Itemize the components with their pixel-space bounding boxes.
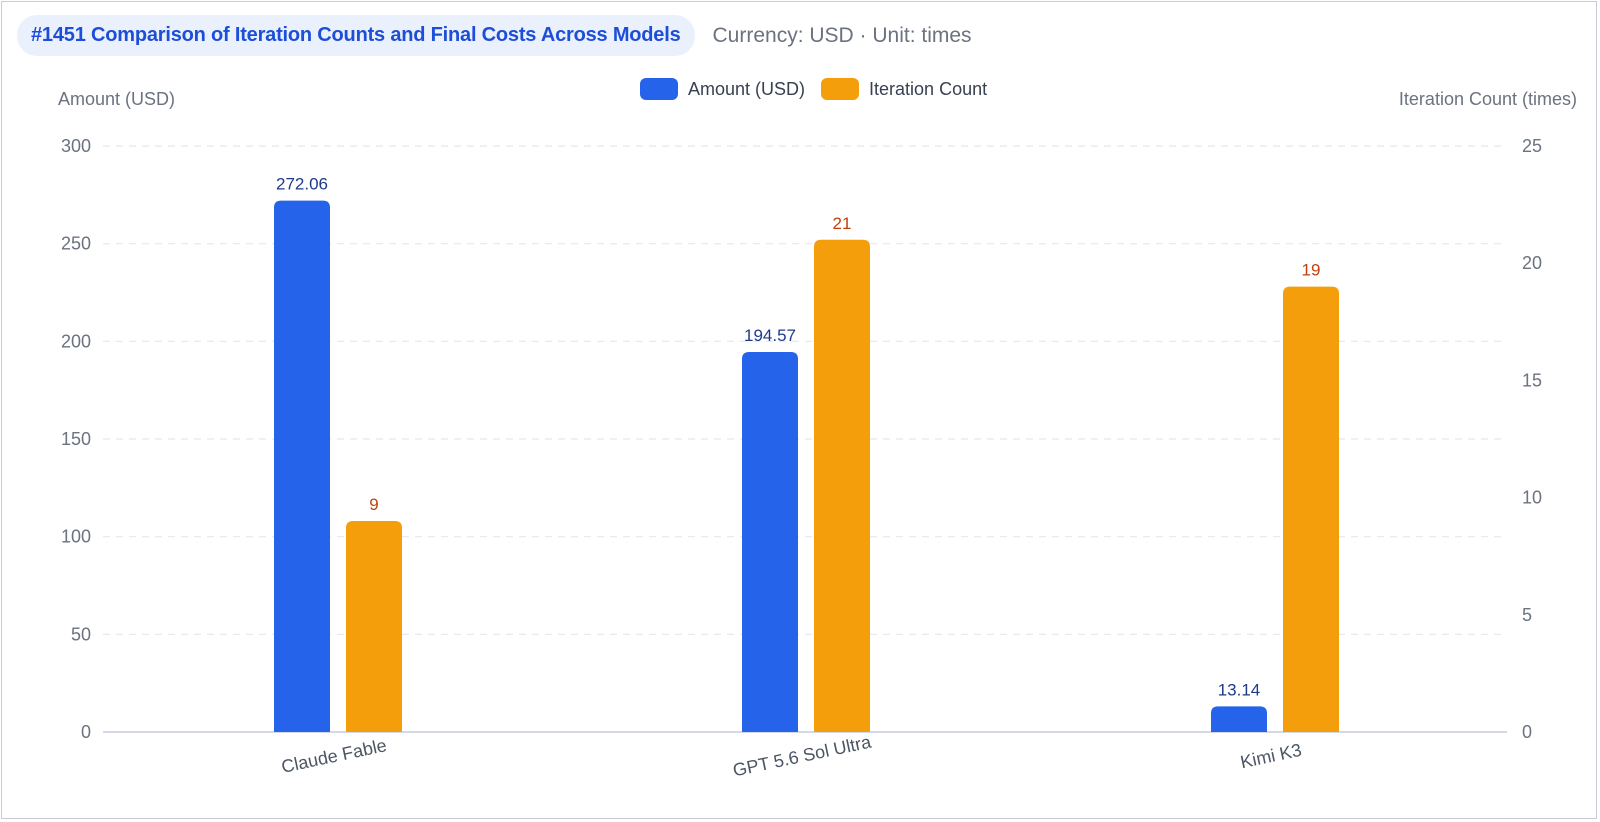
y-tick-left: 50: [71, 624, 91, 644]
x-tick-category: Claude Fable: [280, 735, 389, 777]
data-label-amount: 13.14: [1218, 680, 1261, 699]
bar-iterations: [346, 521, 402, 732]
x-tick-category: Kimi K3: [1239, 740, 1304, 772]
y-tick-right: 20: [1522, 253, 1542, 273]
bar-iterations: [1283, 286, 1339, 732]
legend-swatch-iterations: [821, 78, 860, 100]
chart-title: #1451 Comparison of Iteration Counts and…: [17, 15, 695, 56]
y-axis-title-left: Amount (USD): [58, 89, 176, 109]
data-label-amount: 272.06: [276, 175, 328, 194]
y-tick-left: 100: [61, 527, 91, 547]
chart-subtitle: Currency: USD · Unit: times: [712, 23, 972, 47]
legend-item-amount[interactable]: Amount (USD): [640, 78, 805, 100]
y-tick-left: 300: [61, 136, 91, 156]
bar-amount: [1211, 706, 1267, 732]
chart-legend: Amount (USD) Iteration Count: [640, 78, 987, 100]
y-axis-title-right: Iteration Count (times): [1398, 89, 1577, 109]
y-tick-left: 250: [61, 234, 91, 254]
legend-item-iterations[interactable]: Iteration Count: [821, 78, 987, 100]
data-label-iterations: 9: [369, 495, 378, 514]
data-label-iterations: 21: [833, 214, 852, 233]
x-tick-category: GPT 5.6 Sol Ultra: [731, 731, 874, 780]
bar-iterations: [814, 239, 870, 732]
y-tick-right: 15: [1522, 370, 1542, 390]
y-tick-right: 25: [1522, 136, 1542, 156]
y-tick-right: 10: [1522, 488, 1542, 508]
data-label-iterations: 19: [1302, 261, 1321, 280]
data-label-amount: 194.57: [744, 326, 796, 345]
y-tick-left: 150: [61, 429, 91, 449]
chart-header: #1451 Comparison of Iteration Counts and…: [17, 15, 972, 56]
legend-label-amount: Amount (USD): [688, 78, 806, 99]
y-tick-right: 5: [1522, 605, 1532, 625]
y-tick-left: 0: [81, 722, 91, 742]
y-tick-right: 0: [1522, 722, 1532, 742]
bar-amount: [274, 200, 330, 733]
legend-swatch-amount: [640, 78, 678, 100]
legend-label-iterations: Iteration Count: [869, 78, 988, 99]
bar-amount: [742, 351, 798, 732]
y-tick-left: 200: [61, 331, 91, 351]
